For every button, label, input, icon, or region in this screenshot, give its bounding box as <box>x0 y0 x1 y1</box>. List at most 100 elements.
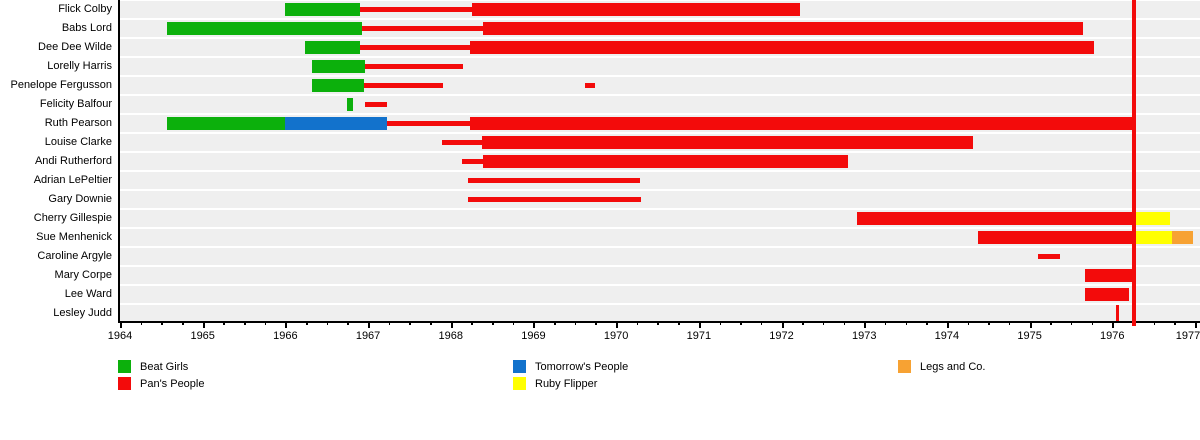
row-label: Adrian LePeltier <box>33 174 112 186</box>
legend-label: Beat Girls <box>140 360 189 373</box>
legend-item: Tomorrow's People <box>513 358 628 375</box>
timeline-segment-pans_people <box>469 41 1095 54</box>
axis-tick-minor <box>843 321 846 325</box>
axis-tick-minor <box>1091 321 1094 325</box>
axis-tick-minor <box>657 321 659 325</box>
x-axis: 1964 1965 1966 1967 1968 1969 1970 1971 1972 1973… <box>108 321 1200 345</box>
timeline-row-band <box>120 77 1200 94</box>
timeline-segment-pans_people <box>363 83 444 88</box>
row-label: Cherry Gillespie <box>33 212 112 224</box>
timeline-segment-beat_girls <box>311 60 365 73</box>
axis-tick-minor <box>326 321 329 325</box>
axis-tick-minor <box>409 321 411 325</box>
axis-tick-minor <box>182 321 184 325</box>
axis-tick-minor <box>719 321 721 325</box>
legend-column: Legs and Co. <box>898 358 985 375</box>
axis-tick-minor <box>884 321 887 325</box>
axis-tick-minor <box>244 321 246 325</box>
timeline-row-band <box>120 58 1200 75</box>
timeline-segment-pans_people <box>359 45 470 50</box>
axis-tick-major <box>698 321 701 328</box>
axis-tick-minor <box>1008 321 1011 325</box>
timeline-segment-pans_people <box>978 231 1134 244</box>
legend-swatch-legs_and_co <box>898 360 911 373</box>
axis-tick-label: 1974 <box>934 330 960 342</box>
axis-tick-minor <box>574 321 577 325</box>
timeline-segment-pans_people <box>472 3 800 16</box>
legend-item: Pan's People <box>118 375 204 392</box>
row-label: Babs Lord <box>61 22 112 34</box>
timeline-segment-pans_people <box>584 83 595 88</box>
row-labels-column: Flick Colby Babs Lord Dee Dee Wilde Lorelly… <box>0 0 112 321</box>
legend-swatch-tomorrows_people <box>513 360 526 373</box>
axis-tick-minor <box>1070 321 1073 325</box>
axis-tick-label: 1965 <box>190 330 215 342</box>
axis-tick-minor <box>636 321 639 325</box>
axis-tick-minor <box>988 321 990 325</box>
timeline-segment-pans_people <box>362 26 483 31</box>
timeline-segment-pans_people <box>387 121 470 126</box>
row-label: Gary Downie <box>48 193 112 205</box>
row-label: Felicity Balfour <box>39 98 112 110</box>
axis-tick-minor <box>926 321 928 325</box>
legend-label: Pan's People <box>140 377 205 390</box>
legend-swatch-ruby_flipper <box>513 377 526 390</box>
axis-tick-minor <box>306 321 308 325</box>
row-label: Ruth Pearson <box>44 117 112 129</box>
axis-tick-minor <box>678 321 680 325</box>
timeline-segment-pans_people <box>1037 254 1061 259</box>
axis-tick-label: 1972 <box>769 330 794 342</box>
row-label: Lorelly Harris <box>47 60 112 72</box>
timeline-segment-ruby_flipper <box>1133 212 1171 225</box>
timeline-row-band <box>120 229 1200 246</box>
row-label: Flick Colby <box>58 3 112 15</box>
axis-tick-minor <box>492 321 494 325</box>
timeline-segment-beat_girls <box>305 41 360 54</box>
axis-tick-minor <box>223 321 225 325</box>
timeline-row-band <box>120 267 1200 284</box>
axis-tick-minor <box>471 321 473 325</box>
axis-tick-major <box>864 321 867 328</box>
timeline-segment-beat_girls <box>311 79 364 92</box>
axis-tick-label: 1977 <box>1175 330 1200 342</box>
axis-tick-major <box>450 321 453 328</box>
row-label: Lee Ward <box>64 288 112 300</box>
axis-tick-major <box>120 321 122 328</box>
axis-tick-major <box>1112 321 1115 328</box>
timeline-row-band <box>120 191 1200 208</box>
axis-tick-major <box>781 321 784 328</box>
row-label: Louise Clarke <box>44 136 112 148</box>
axis-tick-minor <box>822 321 825 325</box>
legend-column: Tomorrow's People Ruby Flipper <box>513 358 628 392</box>
y-axis-line <box>118 0 120 322</box>
axis-tick-minor <box>595 321 597 325</box>
timeline-row-band <box>120 305 1200 322</box>
timeline-row-band <box>120 248 1200 265</box>
axis-tick-major <box>1194 321 1197 328</box>
axis-tick-minor <box>905 321 908 325</box>
axis-tick-label: 1969 <box>521 330 546 342</box>
axis-tick-label: 1971 <box>686 330 712 342</box>
axis-tick-minor <box>967 321 970 325</box>
legend-label: Tomorrow's People <box>535 360 629 373</box>
timeline-segment-pans_people <box>1116 305 1120 322</box>
axis-tick-minor <box>1153 321 1156 325</box>
timeline-segment-legs_and_co <box>1171 231 1194 244</box>
timeline-segment-pans_people <box>483 155 848 168</box>
timeline-segment-pans_people <box>483 22 1084 35</box>
axis-tick-label: 1973 <box>851 330 877 342</box>
timeline-segment-pans_people <box>364 64 464 69</box>
legend-item: Legs and Co. <box>898 358 985 375</box>
axis-tick-label: 1967 <box>355 330 381 342</box>
timeline-segment-pans_people <box>1084 269 1134 282</box>
timeline-row-band <box>120 172 1200 189</box>
axis-tick-minor <box>388 321 391 325</box>
legend-swatch-pans_people <box>118 377 131 390</box>
timeline-segment-pans_people <box>469 117 1134 130</box>
axis-tick-minor <box>140 321 143 325</box>
row-label: Lesley Judd <box>53 307 112 319</box>
axis-tick-label: 1964 <box>107 330 133 342</box>
axis-tick-minor <box>512 321 515 325</box>
legend-swatch-beat_girls <box>118 360 131 373</box>
